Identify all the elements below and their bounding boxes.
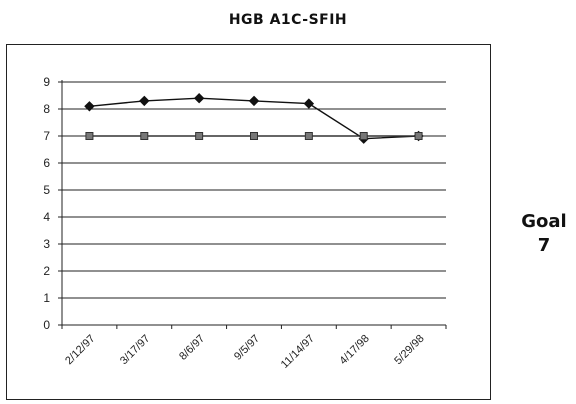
goal-value: 7 (537, 235, 551, 256)
data-point (84, 101, 95, 112)
x-tick-label: 3/17/97 (118, 333, 152, 367)
data-point (414, 132, 423, 140)
y-tick-label: 3 (43, 237, 50, 251)
x-tick-label: 11/14/97 (279, 333, 317, 371)
x-tick-label: 8/6/97 (177, 333, 207, 363)
data-point (303, 98, 315, 109)
data-point (359, 132, 368, 140)
data-point (250, 132, 258, 140)
data-point (195, 132, 204, 140)
x-tick-label: 5/29/98 (392, 333, 426, 367)
data-point (193, 92, 205, 104)
x-tick-label: 9/5/97 (232, 333, 262, 363)
y-tick-label: 6 (43, 156, 50, 170)
goal-label-text: Goal (521, 211, 567, 232)
data-point (248, 95, 260, 107)
chart-frame (6, 44, 491, 400)
y-tick-label: 8 (43, 102, 50, 116)
y-tick-label: 1 (43, 291, 50, 305)
goal-label: Goal 7 (514, 210, 574, 258)
y-tick-label: 4 (43, 210, 50, 224)
y-tick-label: 5 (43, 183, 50, 197)
data-point (139, 95, 150, 107)
y-tick-label: 9 (43, 75, 50, 89)
data-point (304, 132, 313, 140)
data-point (85, 132, 94, 140)
chart-title: HGB A1C-SFIH (228, 12, 348, 28)
x-tick-label: 4/17/98 (337, 333, 371, 367)
data-point (140, 132, 149, 140)
x-tick-label: 2/12/97 (63, 333, 97, 367)
y-tick-label: 0 (43, 318, 50, 332)
y-tick-label: 7 (43, 129, 50, 143)
y-tick-label: 2 (43, 264, 50, 278)
